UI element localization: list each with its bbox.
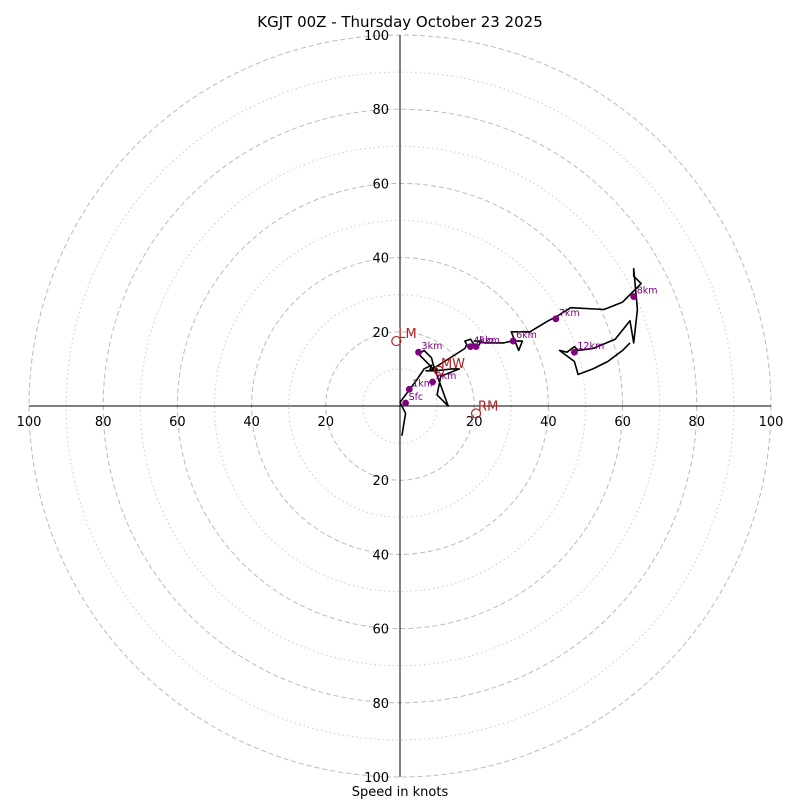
height-marker-dot: [405, 385, 413, 393]
storm-motion-marker: [391, 335, 402, 347]
height-marker-dot: [429, 378, 437, 386]
y-tick-label: 60: [372, 623, 389, 638]
storm-motion-marker: [470, 408, 482, 419]
y-tick-label: 100: [364, 771, 389, 786]
x-tick-label: 100: [17, 415, 42, 430]
y-tick-label: 80: [372, 103, 389, 118]
height-marker-label: 8km: [637, 286, 658, 297]
x-tick-label: 60: [169, 415, 186, 430]
x-tick-label: 80: [95, 415, 112, 430]
height-marker-label: 3km: [422, 341, 443, 352]
y-tick-label: 100: [364, 29, 389, 44]
wind-trace: [399, 267, 642, 436]
height-marker-label: 1km: [412, 378, 433, 389]
height-marker-label: 6km: [516, 330, 537, 341]
storm-motion-label: RM: [478, 399, 498, 414]
storm-motion-markers: LM MW RM: [391, 327, 498, 419]
height-marker-label: 12km: [577, 341, 604, 352]
height-marker-label: 2km: [436, 371, 457, 382]
height-marker-dot: [630, 293, 638, 300]
storm-motion-label: LM: [398, 327, 416, 342]
y-tick-label: 40: [372, 252, 389, 267]
height-marker-label: 5km: [479, 336, 500, 347]
y-tick-label: 20: [372, 474, 389, 489]
hodograph-line: [399, 267, 642, 436]
x-tick-label: 40: [540, 415, 557, 430]
storm-motion-label: MW: [441, 357, 465, 372]
height-marker-label: 4km: [473, 336, 494, 347]
y-tick-label: 20: [372, 326, 389, 341]
height-marker-dot: [472, 343, 480, 351]
height-marker-dot: [552, 315, 560, 323]
chart-title: KGJT 00Z - Thursday October 23 2025: [257, 13, 542, 31]
x-tick-label: 20: [318, 415, 335, 430]
storm-motion-marker: [433, 365, 445, 376]
x-tick-label: 80: [689, 415, 706, 430]
x-tick-label: 40: [243, 415, 260, 430]
height-marker-dot: [415, 348, 422, 356]
x-tick-label: 60: [614, 415, 631, 430]
y-tick-label: 80: [372, 697, 389, 712]
height-marker-dot: [467, 343, 474, 351]
x-tick-label: 100: [759, 415, 784, 430]
height-marker-dot: [570, 348, 578, 356]
height-marker-dot: [509, 337, 517, 345]
y-tick-label: 60: [372, 177, 389, 192]
y-tick-label: 40: [372, 548, 389, 563]
x-axis-label: Speed in knots: [352, 785, 449, 800]
tick-labels: 100 80 60 40 20 20 40 60 80 100 100 80 60 40 20 20 40 60 8…: [17, 29, 784, 786]
height-marker-label: Sfc: [409, 392, 424, 403]
height-marker-label: 7km: [559, 308, 580, 319]
height-marker-dot: [402, 399, 409, 407]
x-tick-label: 20: [466, 415, 483, 430]
axes: [29, 35, 771, 777]
